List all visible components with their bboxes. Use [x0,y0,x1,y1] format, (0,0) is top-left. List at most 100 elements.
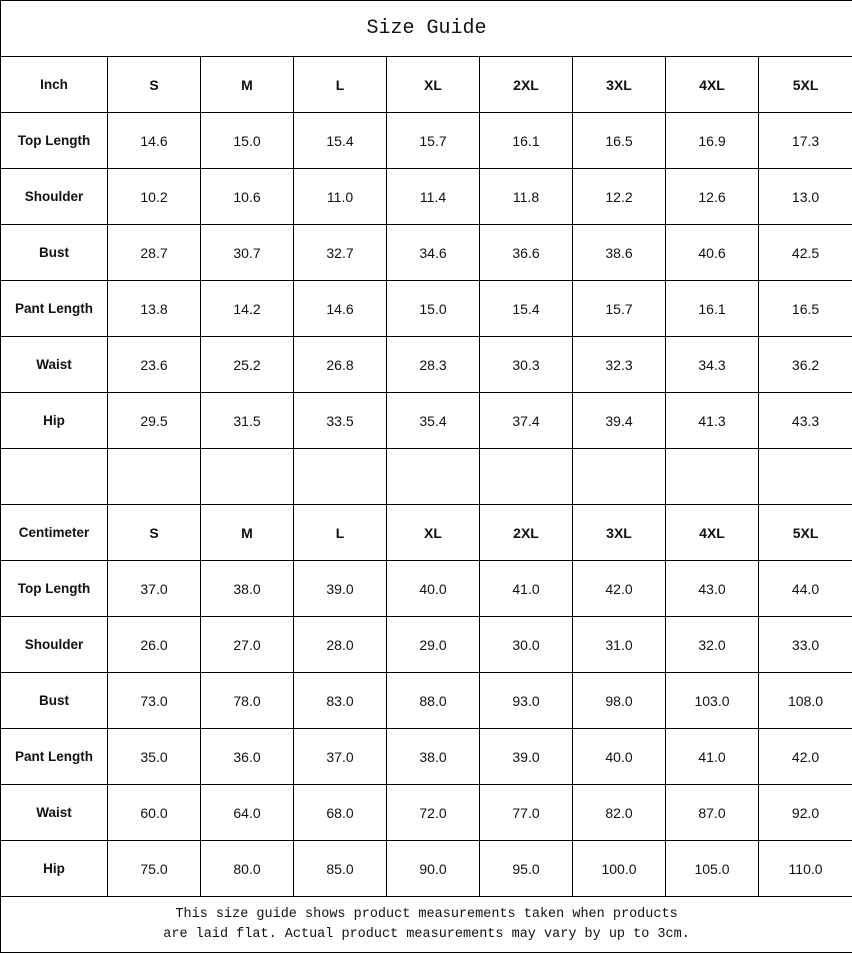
measurement-cell: 15.0 [386,280,480,337]
measurement-cell: 68.0 [293,784,387,841]
measurement-cell: 14.2 [200,280,294,337]
measurement-cell: 14.6 [107,112,201,169]
table-row: Waist 23.6 25.2 26.8 28.3 30.3 32.3 34.3 36.2 [0,336,852,393]
measurement-cell: 27.0 [200,616,294,673]
measurement-cell: 78.0 [200,672,294,729]
measurement-cell: 16.1 [479,112,573,169]
measurement-cell: 28.7 [107,224,201,281]
measurement-cell: 15.7 [572,280,666,337]
measurement-cell: 26.8 [293,336,387,393]
measurement-cell: 25.2 [200,336,294,393]
measurement-cell: 11.8 [479,168,573,225]
measurement-cell: 80.0 [200,840,294,897]
measurement-cell: 16.9 [665,112,759,169]
measurement-cell: 103.0 [665,672,759,729]
measurement-cell: 41.3 [665,392,759,449]
measurement-cell: 42.0 [572,560,666,617]
measurement-cell: 34.6 [386,224,480,281]
measurement-cell: 32.0 [665,616,759,673]
table-title: Size Guide [0,0,852,57]
measurement-cell: 37.0 [293,728,387,785]
cm-header-row: Centimeter S M L XL 2XL 3XL 4XL 5XL [0,504,852,561]
empty-cell [479,448,573,505]
unit-label: Inch [0,56,108,113]
measurement-cell: 10.2 [107,168,201,225]
size-header: M [200,56,294,113]
measurement-cell: 44.0 [757,560,852,617]
table-row: Top Length 37.0 38.0 39.0 40.0 41.0 42.0 43.0 44… [0,560,852,617]
measurement-cell: 92.0 [757,784,852,841]
measurement-cell: 13.0 [757,168,852,225]
table-row: Waist 60.0 64.0 68.0 72.0 77.0 82.0 87.0 92.0 [0,784,852,841]
size-header: XL [386,56,480,113]
measurement-cell: 35.4 [386,392,480,449]
measurement-cell: 29.5 [107,392,201,449]
measurement-cell: 43.3 [757,392,852,449]
measurement-cell: 11.0 [293,168,387,225]
measurement-cell: 82.0 [572,784,666,841]
measurement-cell: 37.4 [479,392,573,449]
measurement-cell: 16.5 [572,112,666,169]
measurement-cell: 36.6 [479,224,573,281]
measurement-cell: 77.0 [479,784,573,841]
measurement-cell: 38.0 [386,728,480,785]
size-header: L [293,504,387,561]
size-header: M [200,504,294,561]
measurement-cell: 26.0 [107,616,201,673]
empty-cell [665,448,759,505]
note-row: This size guide shows product measuremen… [0,896,852,953]
size-header: S [107,504,201,561]
measurement-cell: 29.0 [386,616,480,673]
size-header: 2XL [479,504,573,561]
measurement-cell: 17.3 [757,112,852,169]
measurement-cell: 12.6 [665,168,759,225]
measurement-cell: 34.3 [665,336,759,393]
measurement-cell: 13.8 [107,280,201,337]
measurement-cell: 85.0 [293,840,387,897]
measurement-cell: 16.5 [757,280,852,337]
measurement-note: This size guide shows product measuremen… [0,896,852,953]
measurement-cell: 31.5 [200,392,294,449]
measurement-cell: 42.5 [757,224,852,281]
size-header: S [107,56,201,113]
empty-cell [200,448,294,505]
table-row: Hip 29.5 31.5 33.5 35.4 37.4 39.4 41.3 43.3 [0,392,852,449]
measurement-cell: 31.0 [572,616,666,673]
row-label: Hip [0,840,108,897]
row-label: Waist [0,784,108,841]
measurement-cell: 36.2 [757,336,852,393]
empty-cell [386,448,480,505]
note-line-1: This size guide shows product measuremen… [175,906,678,922]
measurement-cell: 73.0 [107,672,201,729]
size-header: 3XL [572,504,666,561]
measurement-cell: 39.4 [572,392,666,449]
measurement-cell: 72.0 [386,784,480,841]
measurement-cell: 28.0 [293,616,387,673]
row-label: Hip [0,392,108,449]
measurement-cell: 110.0 [757,840,852,897]
measurement-cell: 41.0 [479,560,573,617]
measurement-cell: 37.0 [107,560,201,617]
measurement-cell: 90.0 [386,840,480,897]
size-header: 2XL [479,56,573,113]
measurement-cell: 39.0 [479,728,573,785]
measurement-cell: 40.0 [572,728,666,785]
size-header: 5XL [757,504,852,561]
measurement-cell: 12.2 [572,168,666,225]
measurement-cell: 75.0 [107,840,201,897]
row-label: Waist [0,336,108,393]
measurement-cell: 105.0 [665,840,759,897]
measurement-cell: 32.3 [572,336,666,393]
measurement-cell: 108.0 [757,672,852,729]
measurement-cell: 93.0 [479,672,573,729]
measurement-cell: 100.0 [572,840,666,897]
measurement-cell: 15.4 [479,280,573,337]
measurement-cell: 40.6 [665,224,759,281]
measurement-cell: 38.6 [572,224,666,281]
empty-cell [107,448,201,505]
row-label: Shoulder [0,168,108,225]
measurement-cell: 42.0 [757,728,852,785]
measurement-cell: 11.4 [386,168,480,225]
row-label: Bust [0,224,108,281]
